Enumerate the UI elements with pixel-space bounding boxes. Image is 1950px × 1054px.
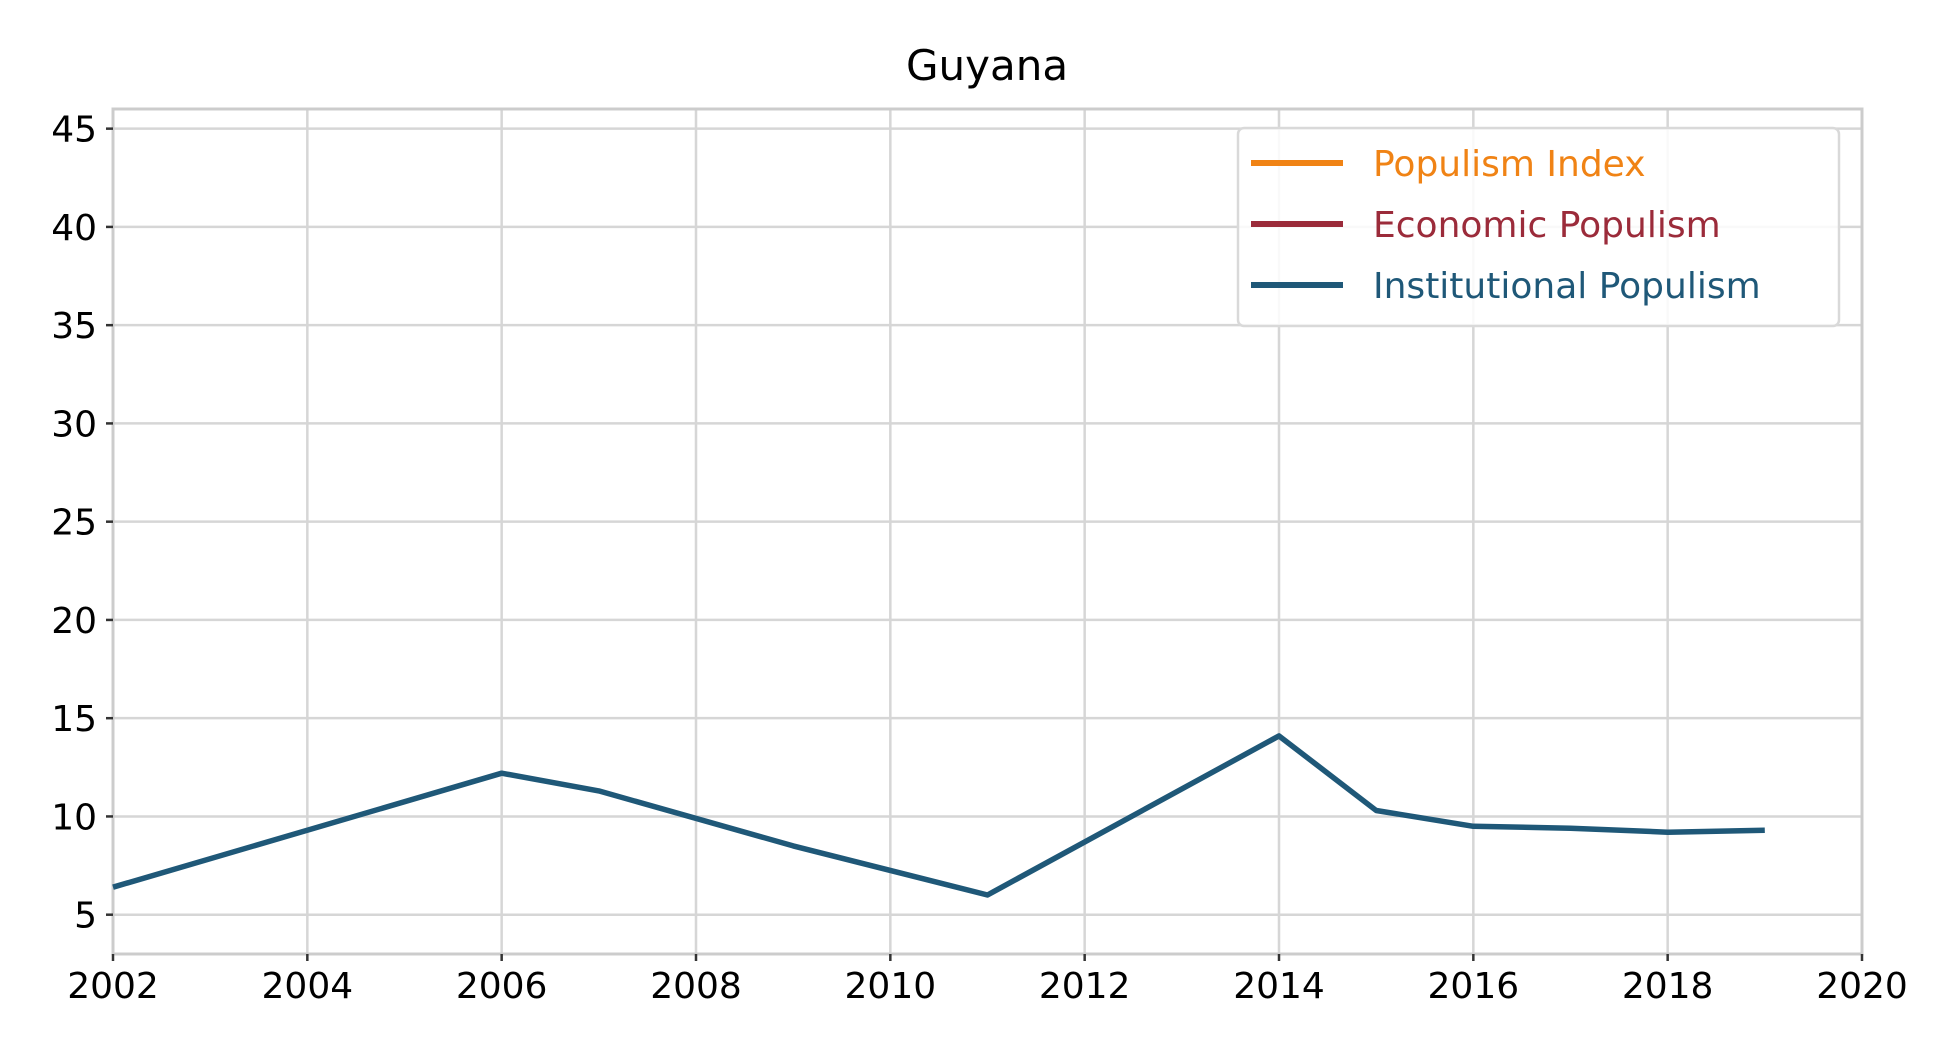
series-line-2 [112, 733, 1765, 898]
series-lines [112, 733, 1765, 898]
x-tick-label: 2008 [650, 966, 742, 1007]
x-tick-label: 2002 [67, 966, 159, 1007]
x-tick-label: 2014 [1233, 966, 1325, 1007]
legend: Populism Index Economic Populism Instituti… [1236, 126, 1841, 328]
legend-label: Economic Populism [1373, 205, 1721, 246]
y-tick-label: 25 [51, 503, 97, 544]
y-tick-label: 10 [51, 797, 97, 838]
grid [111, 109, 1864, 954]
x-tick-label: 2004 [262, 966, 354, 1007]
plot-frame [111, 107, 1864, 956]
axis-ticks: 2002 2004 2006 2008 2010 2012 2014 2016 2018 2020… [51, 110, 1908, 1007]
x-tick-label: 2018 [1622, 966, 1714, 1007]
x-tick-label: 2012 [1039, 966, 1131, 1007]
x-tick-label: 2016 [1428, 966, 1520, 1007]
y-tick-label: 5 [74, 896, 97, 937]
chart-title: Guyana [906, 41, 1068, 90]
y-tick-label: 30 [51, 404, 97, 445]
y-tick-label: 40 [51, 208, 97, 249]
x-tick-label: 2010 [845, 966, 937, 1007]
legend-box [1236, 126, 1841, 328]
legend-label: Institutional Populism [1373, 266, 1761, 307]
y-tick-label: 35 [51, 306, 97, 347]
y-tick-label: 15 [51, 699, 97, 740]
legend-label: Populism Index [1373, 144, 1646, 185]
y-tick-label: 45 [51, 110, 97, 151]
y-tick-label: 20 [51, 601, 97, 642]
x-tick-label: 2020 [1816, 966, 1908, 1007]
x-tick-label: 2006 [456, 966, 548, 1007]
